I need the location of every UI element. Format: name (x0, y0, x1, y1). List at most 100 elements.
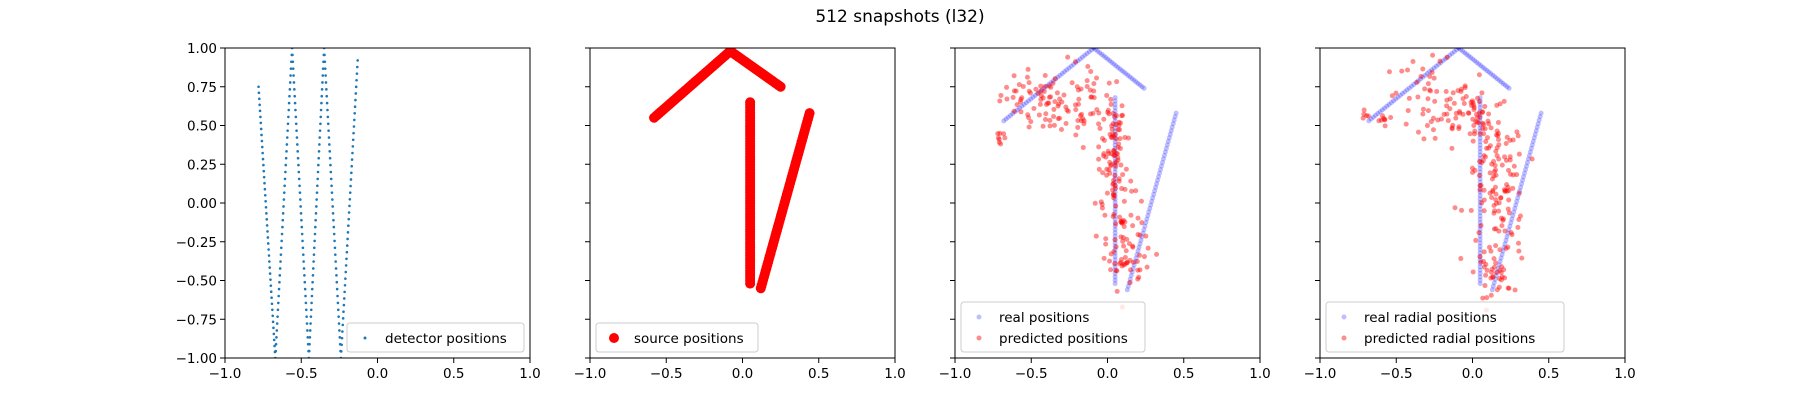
data-point-real-positions (1170, 121, 1176, 127)
data-point-detector-positions (262, 169, 266, 173)
legend-label: predicted radial positions (1364, 331, 1535, 347)
y-tick-label: −0.75 (176, 312, 217, 328)
data-point-predicted-radial-positions (1495, 133, 1501, 139)
data-point-predicted-radial-positions (1512, 287, 1518, 293)
data-point-predicted-positions (1080, 116, 1086, 122)
data-point-real-positions (1112, 277, 1118, 283)
data-point-predicted-positions (1109, 135, 1115, 141)
data-point-detector-positions (292, 81, 296, 84)
data-point-real-radial-positions (1494, 269, 1500, 275)
data-point-predicted-positions (1091, 88, 1097, 94)
data-point-real-positions (1112, 98, 1118, 104)
data-point-detector-positions (280, 232, 284, 236)
data-point-predicted-radial-positions (1480, 158, 1486, 164)
data-point-real-radial-positions (1429, 67, 1435, 73)
data-point-real-positions (1055, 74, 1061, 80)
data-point-detector-positions (331, 198, 334, 201)
data-point-real-positions (1144, 216, 1150, 222)
x-tick-label: 0.5 (1173, 366, 1194, 382)
x-tick-label: −1.0 (939, 366, 972, 382)
data-point-detector-positions (329, 163, 332, 167)
data-point-predicted-positions (1026, 80, 1032, 86)
x-tick-label: −1.0 (1304, 366, 1337, 382)
data-point-predicted-radial-positions (1452, 205, 1458, 211)
data-point-predicted-radial-positions (1365, 113, 1371, 119)
data-point-real-positions (1164, 142, 1170, 148)
data-point-predicted-radial-positions (1414, 79, 1420, 85)
data-point-real-radial-positions (1489, 287, 1495, 293)
data-point-predicted-positions (1004, 84, 1010, 90)
data-point-predicted-radial-positions (1481, 121, 1487, 127)
data-point-predicted-radial-positions (1360, 115, 1366, 121)
data-point-predicted-positions (1089, 94, 1095, 100)
data-point-predicted-positions (996, 136, 1002, 142)
data-point-predicted-positions (1101, 116, 1107, 122)
data-point-real-radial-positions (1402, 89, 1408, 95)
data-point-detector-positions (293, 94, 297, 98)
data-point-detector-positions (258, 97, 261, 101)
data-point-real-radial-positions (1400, 91, 1406, 97)
data-point-real-positions (1132, 259, 1138, 265)
data-point-real-radial-positions (1508, 220, 1514, 226)
data-point-real-radial-positions (1477, 220, 1483, 226)
data-point-predicted-radial-positions (1435, 117, 1441, 123)
data-point-predicted-radial-positions (1498, 270, 1504, 276)
data-point-real-radial-positions (1456, 48, 1462, 51)
data-point-real-radial-positions (1527, 149, 1533, 155)
data-point-predicted-positions (1117, 127, 1123, 133)
data-point-predicted-radial-positions (1457, 110, 1463, 116)
data-point-real-positions (1156, 174, 1162, 180)
data-point-predicted-positions (1141, 254, 1147, 260)
data-point-detector-positions (338, 329, 341, 332)
data-point-predicted-radial-positions (1482, 126, 1488, 132)
data-point-detector-positions (354, 92, 358, 95)
data-point-detector-positions (291, 53, 294, 57)
data-point-predicted-positions (1118, 162, 1124, 168)
data-point-real-positions (1137, 241, 1143, 247)
data-point-predicted-radial-positions (1473, 119, 1479, 124)
x-tick-label: −0.5 (650, 366, 683, 382)
data-point-real-radial-positions (1494, 76, 1500, 82)
data-point-predicted-positions (1096, 166, 1102, 172)
x-tick-label: −0.5 (285, 366, 318, 382)
data-point-predicted-radial-positions (1481, 249, 1487, 255)
data-point-detector-positions (347, 224, 350, 228)
data-point-real-positions (1005, 114, 1011, 120)
data-point-real-positions (1117, 66, 1123, 72)
data-point-predicted-radial-positions (1495, 131, 1501, 137)
data-point-predicted-positions (1096, 144, 1102, 150)
data-point-predicted-radial-positions (1481, 153, 1487, 159)
data-point-predicted-radial-positions (1415, 94, 1421, 100)
data-point-real-radial-positions (1388, 100, 1394, 106)
data-point-real-positions (1097, 50, 1103, 56)
data-point-predicted-positions (1127, 280, 1133, 286)
data-point-real-positions (1155, 177, 1161, 183)
data-point-predicted-radial-positions (1483, 261, 1489, 267)
data-point-real-positions (1112, 250, 1118, 256)
data-point-predicted-positions (1027, 90, 1033, 96)
data-point-real-radial-positions (1422, 72, 1428, 78)
data-point-predicted-positions (1108, 151, 1114, 157)
data-point-real-radial-positions (1514, 198, 1520, 204)
subplots: −1.0 −0.5 0.0 0.5 1.0 1.00 0.75 0.50 0.25 0.00 −0.… (176, 41, 1636, 382)
data-point-detector-positions (275, 322, 279, 325)
data-point-predicted-radial-positions (1507, 137, 1513, 143)
data-point-real-positions (1111, 61, 1117, 67)
data-point-detector-positions (288, 81, 292, 84)
data-point-predicted-radial-positions (1432, 98, 1438, 104)
data-point-detector-positions (300, 225, 304, 229)
data-point-real-positions (1017, 105, 1023, 111)
data-point-predicted-positions (1112, 131, 1118, 137)
data-point-predicted-positions (1103, 154, 1109, 160)
data-point-predicted-positions (1110, 191, 1116, 197)
data-point-detector-positions (278, 274, 282, 277)
data-point-detector-positions (336, 308, 340, 312)
data-point-real-positions (1112, 115, 1118, 121)
data-point-predicted-radial-positions (1516, 151, 1522, 157)
data-point-predicted-radial-positions (1386, 69, 1392, 75)
data-point-detector-positions (278, 267, 282, 270)
data-point-detector-positions (352, 131, 355, 135)
data-point-predicted-radial-positions (1505, 206, 1511, 212)
data-point-predicted-radial-positions (1474, 119, 1480, 125)
data-point-detector-positions (308, 329, 312, 332)
